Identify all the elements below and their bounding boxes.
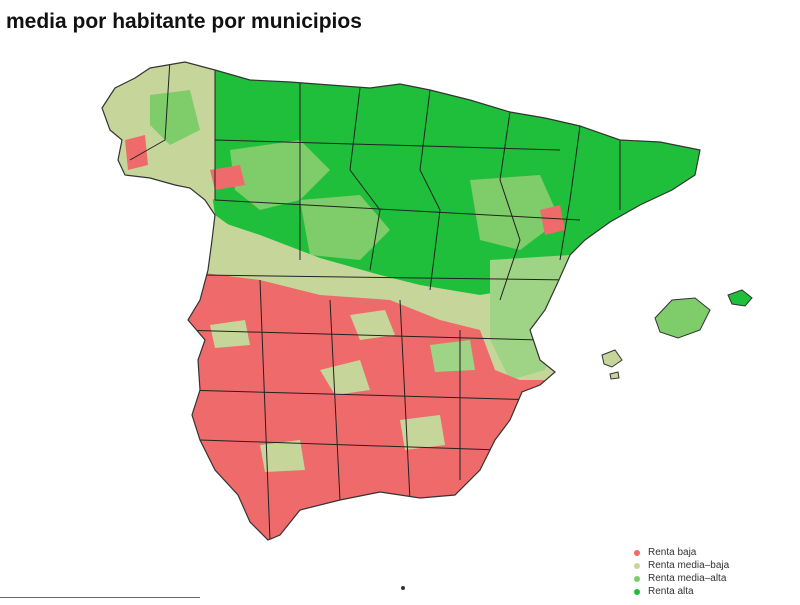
map-title: media por habitante por municipios: [6, 10, 362, 33]
legend-item: Renta baja: [634, 546, 729, 559]
region-castilla-mid: [300, 195, 390, 260]
spain-outline: [101, 61, 701, 541]
legend-dot-icon: [634, 588, 640, 595]
region-north-mid: [230, 140, 330, 210]
region-south-patch-1: [320, 360, 370, 395]
legend-label: Renta baja: [648, 547, 697, 558]
region-ebro-mid: [470, 175, 560, 250]
legend-label: Renta alta: [648, 586, 694, 597]
legend-item: Renta alta: [634, 585, 729, 598]
region-south-patch-5: [430, 340, 475, 372]
region-south-patch-6: [350, 310, 395, 340]
island-ibiza: [601, 349, 623, 368]
islet-dot: [401, 586, 405, 590]
province-borders: [129, 62, 621, 540]
region-north-red-2: [125, 135, 148, 170]
legend-dot-icon: [634, 562, 640, 569]
region-east-coast: [490, 255, 570, 380]
region-south-patch-3: [260, 440, 305, 472]
island-menorca: [727, 289, 753, 307]
region-south-patch-4: [210, 320, 250, 348]
region-south-low: [175, 270, 560, 540]
bottom-divider: [0, 597, 200, 598]
region-galicia-green: [150, 90, 200, 145]
legend-dot-icon: [634, 549, 640, 556]
island-mallorca: [654, 297, 711, 339]
legend-item: Renta media–baja: [634, 559, 729, 572]
island-formentera: [609, 371, 620, 380]
region-north-red-1: [210, 165, 245, 190]
region-north-red-3: [540, 205, 565, 235]
legend-label: Renta media–alta: [648, 573, 727, 584]
legend-label: Renta media–baja: [648, 560, 730, 571]
legend-dot-icon: [634, 575, 640, 582]
legend-item: Renta media–alta: [634, 572, 729, 585]
region-south-patch-2: [400, 415, 445, 450]
map-legend: Renta baja Renta media–baja Renta media–…: [634, 546, 729, 598]
